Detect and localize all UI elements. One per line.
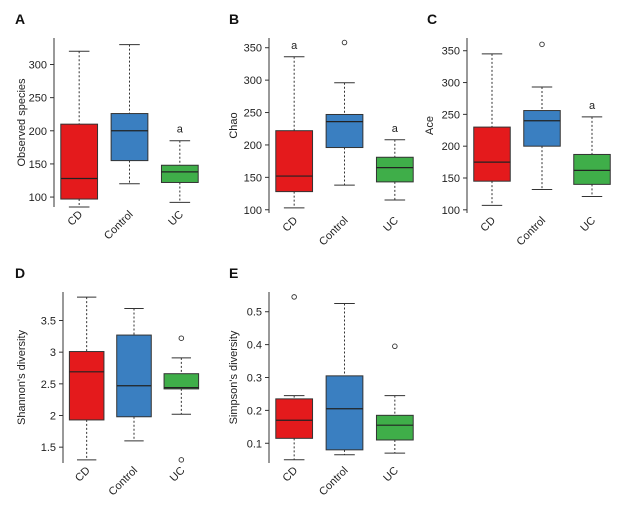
y-tick-label: 0.3 [247,373,262,385]
box-iqr [68,351,105,421]
y-tick-label: 0.5 [247,307,262,319]
box-cd: CD [473,53,511,235]
y-tick-label: 250 [29,93,47,105]
y-axis-label: Simpson's diversity [228,330,240,424]
y-tick-label: 350 [442,46,460,58]
box-iqr [573,153,611,185]
panel-letter: C [427,11,437,27]
box-control: Control [515,41,561,249]
y-tick-label: 2 [50,411,56,423]
y-tick-label: 200 [442,141,460,153]
y-tick-label: 250 [442,109,460,121]
x-category-label: UC [166,209,186,229]
box-iqr [110,113,149,162]
box-cd: CD [68,296,105,485]
x-category-label: UC [381,465,401,485]
x-category-label: UC [381,215,401,235]
box-iqr [375,156,414,183]
box-iqr [473,126,511,182]
x-category-label: UC [168,465,188,485]
box-iqr [275,130,314,193]
y-tick-label: 250 [244,108,262,120]
y-tick-label: 0.2 [247,405,262,417]
y-tick-label: 0.1 [247,438,262,450]
box-uc: UC [163,335,200,485]
panel-letter: B [229,11,239,27]
panel-d: D 1.5 2 2.5 3 3.5 Shannon's diversity CD Control… [15,265,200,499]
y-tick-label: 2.5 [41,379,56,391]
box-uc: a UC [573,100,611,235]
outlier-point [539,41,545,48]
box-control: Control [317,39,364,249]
y-tick-label: 3 [50,347,56,359]
panel-letter: D [15,265,25,281]
box-iqr [60,123,99,200]
y-tick-label: 3.5 [41,316,56,328]
y-tick-label: 100 [244,205,262,217]
x-category-label: CD [66,209,86,229]
outlier-point [178,457,185,463]
significance-annotation: a [291,40,298,52]
x-category-label: CD [478,215,498,235]
x-category-label: CD [73,465,93,485]
y-axis-label: Shannon's diversity [16,329,28,425]
significance-annotation: a [589,100,596,112]
panel-e: E 0.1 0.2 0.3 0.4 0.5 Simpson's diversity CD Con… [228,265,414,499]
box-iqr [163,373,200,390]
y-tick-label: 100 [29,192,47,204]
box-iqr [116,334,152,418]
x-category-label: Control [317,215,351,249]
x-category-label: Control [102,209,136,243]
box-control: Control [317,303,364,499]
box-iqr [160,164,199,183]
box-cd: a CD [275,40,314,235]
outlier-point [178,335,185,341]
y-tick-label: 300 [244,75,262,87]
outlier-point [291,294,297,300]
panel-c: C 100 150 200 250 300 350 Ace CD Control a UC [424,11,611,249]
box-uc: a UC [375,123,414,235]
box-iqr [523,110,561,147]
y-tick-label: 150 [244,172,262,184]
panel-b: B 100 150 200 250 300 350 Chao a CD Control a UC [228,11,414,249]
outlier-point [392,343,398,350]
y-tick-label: 300 [29,60,47,72]
box-control: Control [107,307,152,499]
y-tick-label: 100 [442,205,460,217]
panel-letter: E [229,265,238,281]
y-tick-label: 150 [442,173,460,185]
x-category-label: CD [281,215,301,235]
box-iqr [275,398,314,439]
y-axis-label: Chao [228,112,240,138]
y-tick-label: 200 [244,140,262,152]
box-iqr [325,375,364,451]
y-tick-label: 0.4 [247,340,262,352]
y-tick-label: 350 [244,43,262,55]
box-uc: UC [375,343,414,485]
outlier-point [341,39,348,46]
box-uc: a UC [160,124,199,229]
box-iqr [375,414,414,441]
box-iqr [325,113,364,149]
y-tick-label: 300 [442,78,460,90]
x-category-label: Control [317,465,351,499]
box-cd: CD [275,294,314,485]
x-category-label: UC [578,215,598,235]
significance-annotation: a [392,123,399,135]
y-tick-label: 150 [29,159,47,171]
x-category-label: Control [515,215,549,249]
x-category-label: Control [107,465,141,499]
y-axis-label: Observed species [16,78,28,167]
y-axis-label: Ace [424,116,436,135]
box-control: Control [102,44,149,243]
significance-annotation: a [177,124,184,136]
box-cd: CD [60,50,99,229]
y-tick-label: 1.5 [41,442,56,454]
y-tick-label: 200 [29,126,47,138]
panel-letter: A [15,11,25,27]
x-category-label: CD [281,465,301,485]
